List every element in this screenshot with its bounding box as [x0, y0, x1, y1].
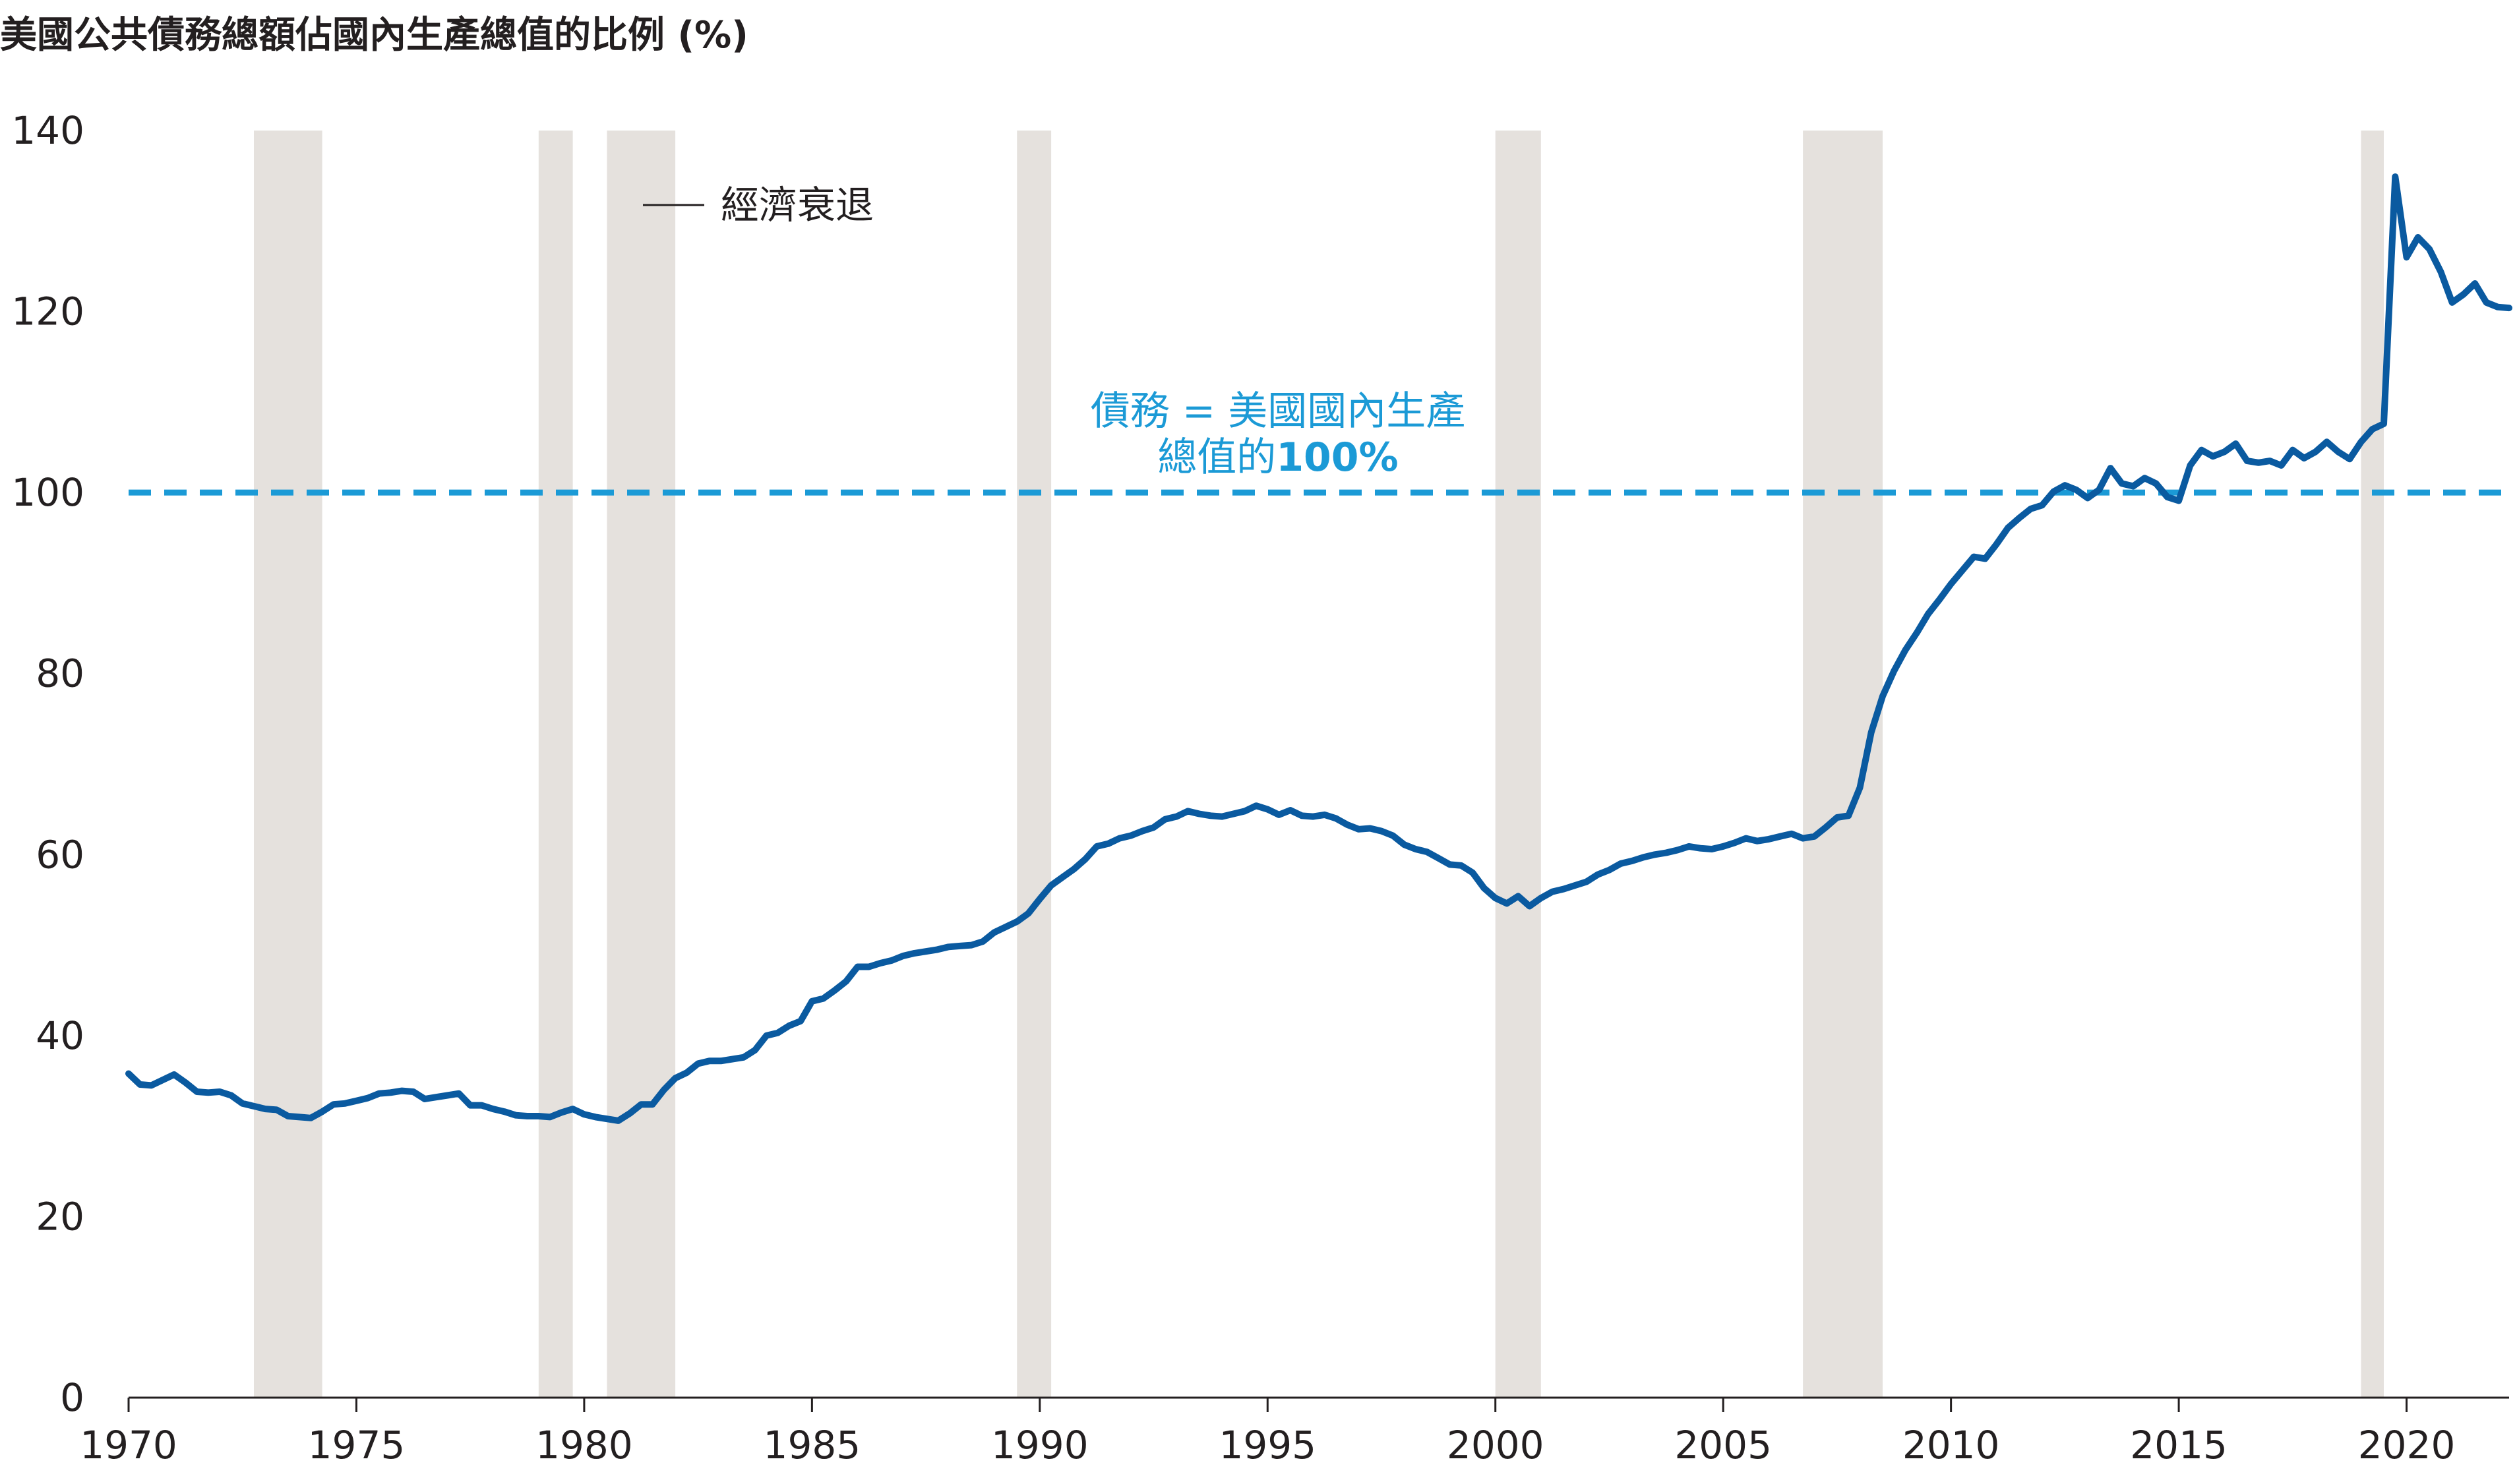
x-tick-label: 2010: [1902, 1423, 2000, 1468]
chart-title: 美國公共債務總額佔國內生產總值的比例 (%): [0, 14, 748, 57]
recession-band-2: [538, 131, 573, 1398]
recession-bands: [254, 131, 2384, 1398]
recession-band-6: [1803, 131, 1883, 1398]
x-tick-label: 1995: [1219, 1423, 1316, 1468]
reference-label-line2-bold: 100%: [1276, 434, 1398, 481]
y-tick-label: 120: [11, 289, 84, 334]
axes: 0 20 40 60 80 100 120 140 1970 1975 1980 1985 1990 19…: [11, 108, 2509, 1468]
recession-band-4: [1017, 131, 1052, 1398]
y-tick-label: 20: [36, 1194, 84, 1239]
x-tick-label: 1975: [308, 1423, 406, 1468]
recession-band-5: [1495, 131, 1541, 1398]
y-tick-label: 100: [11, 470, 84, 515]
x-tick-label: 1990: [991, 1423, 1089, 1468]
x-tick-label: 2000: [1447, 1423, 1544, 1468]
y-tick-label: 140: [11, 108, 84, 153]
y-tick-label: 0: [60, 1375, 84, 1420]
x-tick-label: 1985: [764, 1423, 861, 1468]
x-tick-label: 2015: [2130, 1423, 2228, 1468]
y-tick-label: 80: [36, 651, 84, 696]
recession-band-3: [607, 131, 676, 1398]
legend: 經濟衰退: [643, 183, 874, 227]
recession-band-1: [254, 131, 322, 1398]
recession-band-7: [2361, 131, 2384, 1398]
x-tick-label: 1970: [80, 1423, 177, 1468]
y-tick-label: 40: [36, 1013, 84, 1058]
x-tick-label: 2005: [1674, 1423, 1772, 1468]
x-tick-label: 2020: [2358, 1423, 2456, 1468]
x-tick-label: 1980: [535, 1423, 633, 1468]
series-layer: [125, 173, 2512, 1124]
legend-label-recession: 經濟衰退: [721, 183, 874, 227]
reference-label-line1: 債務 = 美國國內生產: [1091, 388, 1465, 434]
y-tick-label: 60: [36, 832, 84, 877]
reference-label-line2-normal: 總值的: [1157, 434, 1276, 481]
reference-annotation: 債務 = 美國國內生產 總值的100%: [1091, 388, 1465, 481]
debt-to-gdp-line: [125, 173, 2512, 1124]
reference-label-line2: 總值的100%: [1157, 434, 1398, 481]
